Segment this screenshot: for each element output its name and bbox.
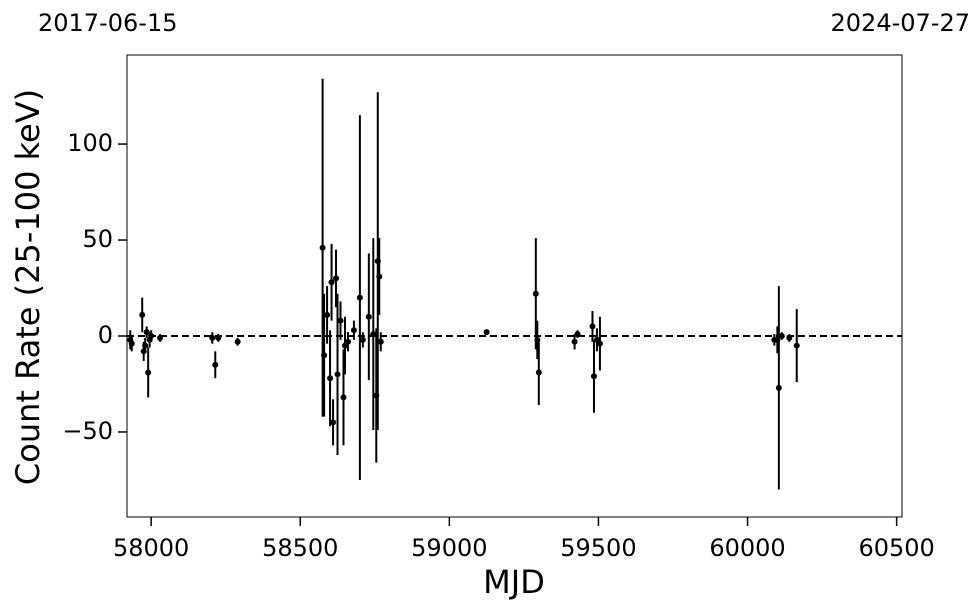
- data-point: [574, 331, 581, 338]
- x-tick-label: 60500: [858, 534, 934, 562]
- data-point: [793, 342, 800, 349]
- data-point: [483, 329, 490, 336]
- data-point: [365, 313, 372, 320]
- data-point: [337, 317, 344, 324]
- data-point: [148, 333, 155, 340]
- data-point: [590, 373, 597, 380]
- y-tick-label: 50: [82, 225, 113, 253]
- y-tick-label: 100: [67, 129, 113, 157]
- data-point: [321, 352, 328, 359]
- data-point: [333, 275, 340, 282]
- data-point: [535, 369, 542, 376]
- data-point: [142, 342, 149, 349]
- data-point: [532, 290, 539, 297]
- x-axis-label: MJD: [483, 563, 545, 601]
- data-point: [334, 371, 341, 378]
- data-point: [145, 369, 152, 376]
- data-point: [128, 340, 135, 347]
- x-tick-label: 60000: [709, 534, 785, 562]
- data-point: [356, 294, 363, 301]
- plot-frame: [126, 54, 903, 518]
- data-point: [319, 244, 326, 251]
- data-point: [377, 338, 384, 345]
- data-point: [589, 323, 596, 330]
- x-tick-label: 58500: [262, 534, 338, 562]
- x-tick-label: 59500: [560, 534, 636, 562]
- y-axis-label: Count Rate (25-100 keV): [9, 89, 47, 485]
- data-point: [139, 311, 146, 318]
- data-point: [209, 334, 216, 341]
- data-point: [143, 329, 150, 336]
- data-point: [324, 311, 331, 318]
- data-point: [359, 336, 366, 343]
- data-point: [234, 338, 241, 345]
- data-point: [596, 340, 603, 347]
- data-point: [327, 375, 334, 382]
- data-point: [778, 333, 785, 340]
- data-point: [344, 338, 351, 345]
- data-point: [571, 338, 578, 345]
- data-point: [328, 279, 335, 286]
- data-point: [157, 334, 164, 341]
- data-point: [215, 334, 222, 341]
- start-date: 2017-06-15: [38, 9, 177, 37]
- end-date: 2024-07-27: [831, 9, 970, 37]
- x-tick-label: 59000: [411, 534, 487, 562]
- data-point: [786, 334, 793, 341]
- data-point: [370, 331, 377, 338]
- x-tick-label: 58000: [113, 534, 189, 562]
- data-point: [350, 327, 357, 334]
- y-tick-label: 0: [98, 321, 113, 349]
- data-point: [340, 394, 347, 401]
- data-point: [330, 419, 337, 426]
- data-point: [376, 273, 383, 280]
- y-tick-label: −50: [62, 417, 113, 445]
- data-point: [212, 361, 219, 368]
- data-point: [775, 384, 782, 391]
